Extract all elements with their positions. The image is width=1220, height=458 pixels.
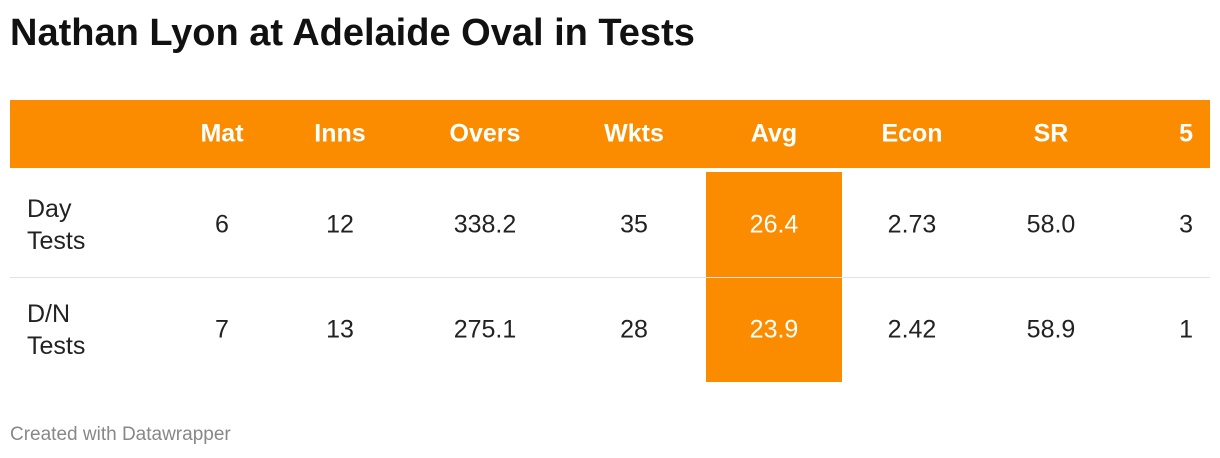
- table-cell: 3: [1179, 210, 1193, 239]
- row-separator: [10, 277, 1210, 278]
- table-cell: 1: [1179, 315, 1193, 344]
- table-cell: 2.42: [887, 315, 937, 344]
- table-cell: 26.4: [749, 210, 799, 239]
- table-cell: 58.0: [1026, 210, 1076, 239]
- table-cell: 338.2: [453, 210, 517, 239]
- column-header: Wkts: [604, 119, 664, 148]
- table-cell: 58.9: [1026, 315, 1076, 344]
- table-cell: 23.9: [749, 315, 799, 344]
- column-header: Overs: [449, 119, 521, 148]
- column-header: Avg: [750, 119, 798, 148]
- row-label: D/N Tests: [27, 300, 86, 360]
- column-header: Mat: [200, 119, 244, 148]
- header-bar: [10, 100, 1210, 168]
- table-cell: 275.1: [453, 315, 517, 344]
- column-header: 5: [1179, 119, 1193, 148]
- row-label: Day Tests: [27, 195, 86, 255]
- title: Nathan Lyon at Adelaide Oval in Tests: [10, 12, 695, 54]
- table-cell: 35: [620, 210, 648, 239]
- column-header: SR: [1033, 119, 1069, 148]
- column-header: Inns: [314, 119, 366, 148]
- footer: Created with Datawrapper: [10, 424, 231, 445]
- table-cell: 7: [215, 315, 229, 344]
- table-cell: 6: [215, 210, 229, 239]
- table-cell: 13: [326, 315, 354, 344]
- table-cell: 28: [620, 315, 648, 344]
- column-header: Econ: [881, 119, 943, 148]
- table-cell: 12: [326, 210, 354, 239]
- table-cell: 2.73: [887, 210, 937, 239]
